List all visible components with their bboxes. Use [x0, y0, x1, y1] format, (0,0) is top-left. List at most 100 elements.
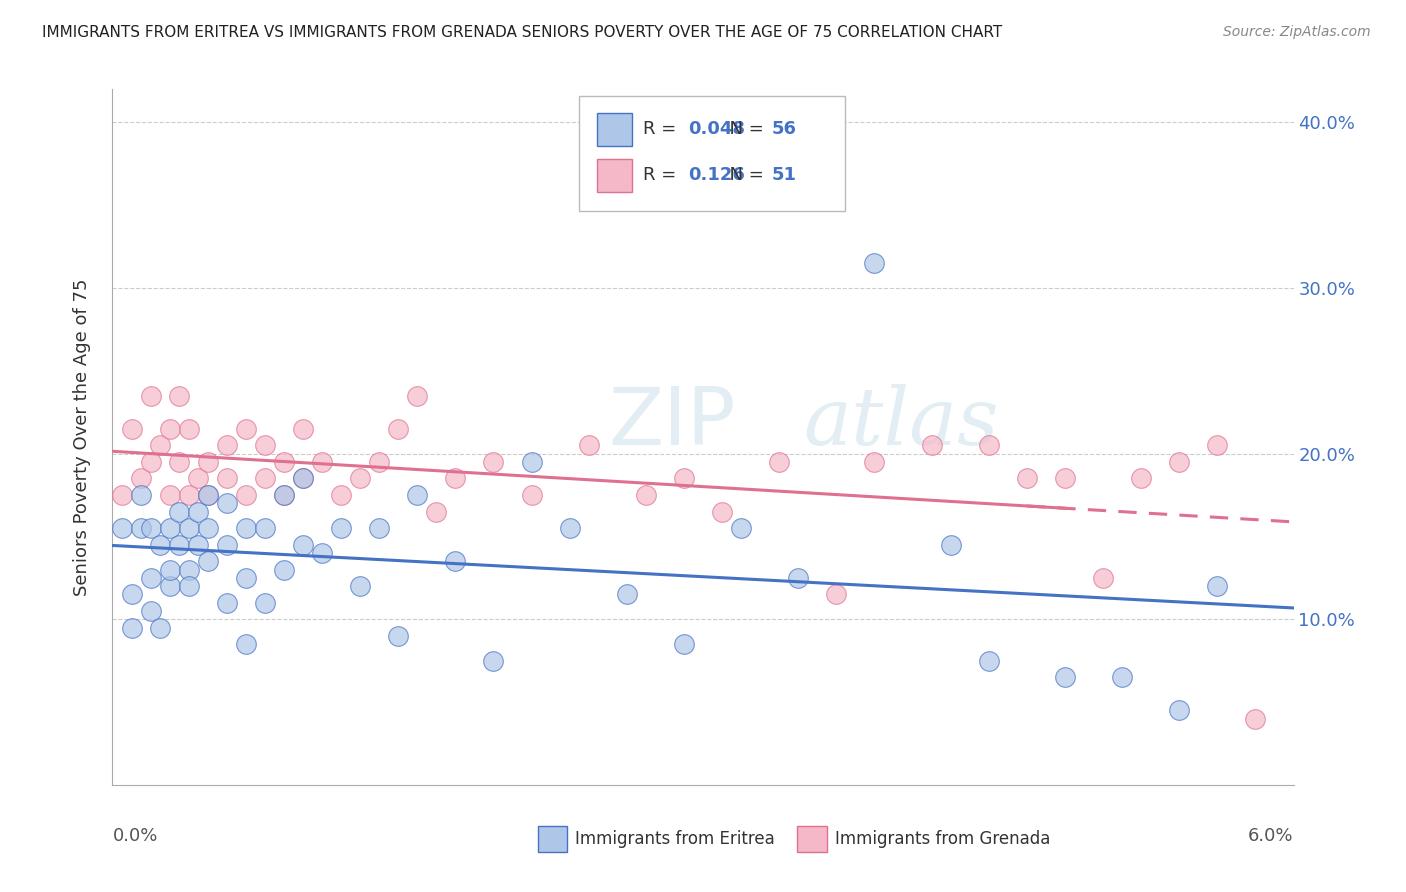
- Point: [291, 422, 314, 436]
- Point: [167, 538, 190, 552]
- Point: [235, 637, 257, 651]
- Point: [825, 587, 848, 601]
- Point: [520, 455, 543, 469]
- Point: [187, 505, 209, 519]
- Point: [167, 455, 190, 469]
- Point: [1206, 438, 1229, 452]
- Point: [129, 521, 152, 535]
- Point: [197, 521, 219, 535]
- Point: [311, 546, 333, 560]
- Point: [149, 438, 172, 452]
- Point: [1053, 670, 1076, 684]
- Point: [197, 488, 219, 502]
- Text: N =: N =: [718, 120, 770, 138]
- Point: [129, 488, 152, 502]
- Point: [149, 621, 172, 635]
- Text: IMMIGRANTS FROM ERITREA VS IMMIGRANTS FROM GRENADA SENIORS POVERTY OVER THE AGE : IMMIGRANTS FROM ERITREA VS IMMIGRANTS FR…: [42, 25, 1002, 40]
- Text: ZIP: ZIP: [609, 384, 735, 462]
- Point: [1168, 703, 1191, 717]
- Point: [387, 422, 409, 436]
- Text: 0.048: 0.048: [688, 120, 745, 138]
- Point: [444, 471, 467, 485]
- Point: [111, 521, 134, 535]
- Point: [444, 554, 467, 568]
- Point: [1168, 455, 1191, 469]
- Point: [187, 538, 209, 552]
- Point: [406, 389, 429, 403]
- Point: [291, 538, 314, 552]
- Point: [711, 505, 734, 519]
- Point: [159, 563, 181, 577]
- Point: [177, 521, 200, 535]
- Point: [149, 538, 172, 552]
- Point: [768, 455, 790, 469]
- Point: [121, 587, 143, 601]
- Point: [235, 571, 257, 585]
- Point: [159, 521, 181, 535]
- Point: [159, 422, 181, 436]
- Point: [215, 596, 238, 610]
- Point: [558, 521, 581, 535]
- Point: [235, 422, 257, 436]
- Point: [387, 629, 409, 643]
- Point: [616, 587, 638, 601]
- Text: Immigrants from Grenada: Immigrants from Grenada: [835, 830, 1050, 848]
- Text: R =: R =: [643, 166, 682, 184]
- Point: [977, 438, 1000, 452]
- Point: [167, 389, 190, 403]
- Point: [235, 521, 257, 535]
- Point: [177, 563, 200, 577]
- Point: [482, 654, 505, 668]
- Point: [235, 488, 257, 502]
- Point: [197, 554, 219, 568]
- Point: [129, 471, 152, 485]
- Point: [215, 438, 238, 452]
- Point: [1111, 670, 1133, 684]
- Point: [273, 563, 295, 577]
- Point: [368, 455, 391, 469]
- Point: [634, 488, 657, 502]
- Text: atlas: atlas: [803, 384, 998, 462]
- Point: [349, 471, 371, 485]
- Point: [939, 538, 962, 552]
- Point: [177, 422, 200, 436]
- Point: [787, 571, 810, 585]
- Point: [406, 488, 429, 502]
- Text: Source: ZipAtlas.com: Source: ZipAtlas.com: [1223, 25, 1371, 39]
- Point: [273, 488, 295, 502]
- Point: [111, 488, 134, 502]
- Point: [215, 471, 238, 485]
- FancyBboxPatch shape: [596, 113, 633, 146]
- Point: [139, 521, 162, 535]
- Point: [253, 438, 276, 452]
- Point: [578, 438, 600, 452]
- FancyBboxPatch shape: [579, 96, 845, 211]
- Point: [482, 455, 505, 469]
- Point: [1092, 571, 1115, 585]
- Point: [177, 579, 200, 593]
- Point: [167, 505, 190, 519]
- FancyBboxPatch shape: [596, 159, 633, 192]
- Point: [291, 471, 314, 485]
- FancyBboxPatch shape: [797, 826, 827, 853]
- Text: N =: N =: [718, 166, 770, 184]
- Point: [291, 471, 314, 485]
- Point: [121, 422, 143, 436]
- Point: [121, 621, 143, 635]
- FancyBboxPatch shape: [537, 826, 567, 853]
- Point: [215, 538, 238, 552]
- Text: 0.0%: 0.0%: [112, 827, 157, 845]
- Point: [863, 256, 886, 270]
- Point: [330, 521, 353, 535]
- Point: [215, 496, 238, 510]
- Point: [1244, 712, 1267, 726]
- Point: [197, 488, 219, 502]
- Point: [253, 596, 276, 610]
- Text: Immigrants from Eritrea: Immigrants from Eritrea: [575, 830, 775, 848]
- Point: [368, 521, 391, 535]
- Point: [425, 505, 447, 519]
- Point: [187, 471, 209, 485]
- Point: [139, 571, 162, 585]
- Point: [1130, 471, 1153, 485]
- Point: [672, 637, 695, 651]
